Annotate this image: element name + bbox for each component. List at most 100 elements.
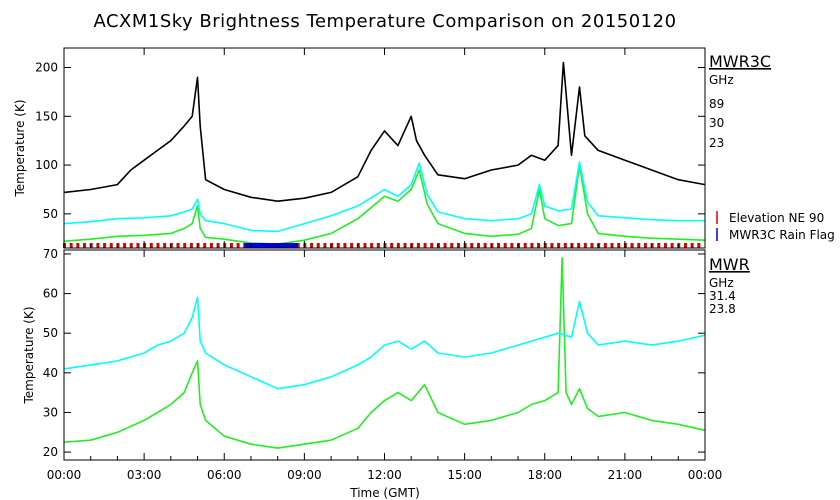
elevation-flag-mark xyxy=(149,243,153,248)
elevation-flag-mark xyxy=(370,243,374,248)
elevation-flag-mark xyxy=(610,243,614,248)
x-axis-label: Time (GMT) xyxy=(349,486,420,500)
elevation-flag-mark xyxy=(550,243,554,248)
elevation-flag-mark xyxy=(430,243,434,248)
elevation-flag-mark xyxy=(229,243,233,248)
y-tick-label: 150 xyxy=(35,109,58,123)
y-tick-label: 60 xyxy=(43,287,58,301)
elevation-flag-mark xyxy=(396,243,400,248)
elevation-flag-mark xyxy=(497,243,501,248)
elevation-flag-mark xyxy=(350,243,354,248)
bottom-instrument-label: MWR xyxy=(709,255,750,274)
bottom-panel: 20 30 40 50 60 70 00:00 03:00 06:00 09:00 12:00 15… xyxy=(22,247,750,500)
elevation-flag-mark xyxy=(216,243,220,248)
y-tick-label: 200 xyxy=(35,61,58,75)
bot-series-line-23-8 xyxy=(63,296,706,390)
elevation-flag-mark xyxy=(503,243,507,248)
elevation-flag-mark xyxy=(96,243,100,248)
y-tick-label: 30 xyxy=(43,405,58,419)
elevation-flag-mark xyxy=(657,243,661,248)
elevation-flag-mark xyxy=(83,243,87,248)
elevation-flag-mark xyxy=(376,243,380,248)
elevation-flag-mark xyxy=(530,243,534,248)
elevation-flag-mark xyxy=(103,243,107,248)
elevation-flag-mark xyxy=(450,243,454,248)
elevation-flag-mark xyxy=(209,243,213,248)
x-tick-label: 15:00 xyxy=(447,468,482,482)
elevation-flag-mark xyxy=(663,243,667,248)
elevation-flag-mark xyxy=(583,243,587,248)
elevation-flag-mark xyxy=(690,243,694,248)
top-unit-label: GHz xyxy=(709,73,734,87)
elevation-flag-mark xyxy=(557,243,561,248)
elevation-flag-mark xyxy=(683,243,687,248)
x-tick-label: 00:00 xyxy=(47,468,82,482)
elevation-flag-mark xyxy=(76,243,80,248)
x-tick-label: 03:00 xyxy=(127,468,162,482)
elevation-flag-mark xyxy=(577,243,581,248)
elevation-flag-mark xyxy=(697,243,701,248)
elevation-flag-mark xyxy=(176,243,180,248)
elevation-flag-mark xyxy=(590,243,594,248)
elevation-flag-mark xyxy=(523,243,527,248)
elevation-flag-mark xyxy=(336,243,340,248)
flag-legend: Elevation NE 90 MWR3C Rain Flag xyxy=(716,211,835,242)
elevation-flag-mark xyxy=(563,243,567,248)
elevation-flag-mark xyxy=(136,243,140,248)
top-y-axis-label: Temperature (K) xyxy=(13,99,27,197)
elevation-flag-mark xyxy=(390,243,394,248)
elevation-flag-mark xyxy=(637,243,641,248)
x-tick-label: 09:00 xyxy=(287,468,322,482)
top-instrument-label: MWR3C xyxy=(709,52,771,71)
elevation-flag-mark xyxy=(643,243,647,248)
bottom-legend-entry: 23.8 xyxy=(709,302,736,316)
top-legend: MWR3C GHz 89 30 23 Elevation NE 90 MWR3C… xyxy=(709,52,835,242)
y-tick-label: 20 xyxy=(43,445,58,459)
elevation-flag-mark xyxy=(617,243,621,248)
flag-legend-entry: Elevation NE 90 xyxy=(729,211,824,225)
elevation-flag-mark xyxy=(109,243,113,248)
flag-legend-entry: MWR3C Rain Flag xyxy=(729,228,835,242)
elevation-flag-mark xyxy=(476,243,480,248)
top-legend-entry: 89 xyxy=(709,97,724,111)
elevation-flag-mark xyxy=(343,243,347,248)
bottom-y-axis-label: Temperature (K) xyxy=(22,306,36,404)
top-legend-entry: 30 xyxy=(709,116,724,130)
elevation-flag-mark xyxy=(163,243,167,248)
elevation-flag-mark xyxy=(510,243,514,248)
elevation-flag-mark xyxy=(310,243,314,248)
elevation-flag-mark xyxy=(403,243,407,248)
elevation-flag-mark xyxy=(363,243,367,248)
elevation-flag-mark xyxy=(470,243,474,248)
elevation-flag-mark xyxy=(183,243,187,248)
elevation-flag-mark xyxy=(69,243,73,248)
bot-series-line-31-4 xyxy=(63,257,706,449)
x-tick-label: 06:00 xyxy=(207,468,242,482)
elevation-flag-mark xyxy=(670,243,674,248)
elevation-flag-mark xyxy=(456,243,460,248)
elevation-flag-mark xyxy=(236,243,240,248)
elevation-flag-mark xyxy=(630,243,634,248)
x-tick-label: 12:00 xyxy=(367,468,402,482)
top-panel: 50 100 150 200 Temperature (K) MWR3C GHz 89… xyxy=(13,47,835,249)
elevation-flag-mark xyxy=(323,243,327,248)
y-tick-label: 100 xyxy=(35,158,58,172)
elevation-flag-mark xyxy=(423,243,427,248)
elevation-flag-mark xyxy=(603,243,607,248)
elevation-flag-mark xyxy=(483,243,487,248)
x-tick-label: 18:00 xyxy=(527,468,562,482)
y-tick-label: 50 xyxy=(43,326,58,340)
elevation-flag-mark xyxy=(129,243,133,248)
bottom-unit-label: GHz xyxy=(709,276,734,290)
top-series-line-89 xyxy=(63,61,706,202)
elevation-flag-mark xyxy=(123,243,127,248)
elevation-flag-mark xyxy=(416,243,420,248)
top-series-line-23 xyxy=(63,161,705,233)
top-legend-entry: 23 xyxy=(709,136,724,150)
bottom-legend-entry: 31.4 xyxy=(709,289,736,303)
elevation-flag-mark xyxy=(203,243,207,248)
y-tick-label: 50 xyxy=(43,207,58,221)
elevation-flag-mark xyxy=(537,243,541,248)
